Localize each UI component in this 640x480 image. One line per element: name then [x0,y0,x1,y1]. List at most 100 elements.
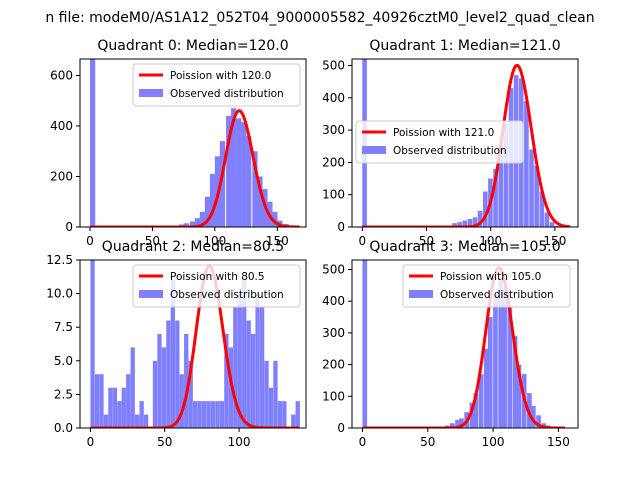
quadrant-1-histogram-bar [452,223,457,227]
quadrant-3-histogram-bar [530,405,536,428]
quadrant-0-histogram-bar [272,211,278,227]
quadrant-1-xtick-label: 50 [419,234,434,248]
quadrant-2-histogram-bar [259,307,265,428]
quadrant-1-legend-label-poisson: Poission with 121.0 [393,127,494,139]
quadrant-1-histogram-bar [529,149,534,227]
quadrant-1-histogram-bar [524,101,529,227]
quadrant-3-ytick-label: 200 [322,358,345,372]
quadrant-0-histogram-bar [194,218,201,227]
quadrant-3-ytick-label: 300 [322,326,345,340]
quadrant-0-legend-label-poisson: Poission with 120.0 [170,70,271,82]
quadrant-3-histogram-bar [459,418,464,428]
quadrant-1-histogram-bar [554,225,560,227]
quadrant-2-histogram-bar [197,401,202,428]
quadrant-2-axes-frame [79,259,307,429]
quadrant-3-axes-frame [351,259,579,429]
quadrant-2-histogram-bar [273,360,278,428]
quadrant-3-histogram-bar [449,423,455,428]
quadrant-2-histogram-bar [175,320,180,428]
quadrant-2-legend-label-poisson: Poission with 80.5 [170,271,265,283]
quadrant-2-title: Quadrant 2: Median=80.5 [102,239,284,255]
quadrant-1-ytick-label: 400 [322,91,345,105]
quadrant-2-histogram-bar [193,401,198,428]
quadrant-2-histogram-bar [94,374,100,428]
quadrant-3-legend-box [402,264,571,308]
quadrant-0-histogram-bar [246,136,252,227]
quadrant-0-title: Quadrant 0: Median=120.0 [97,38,288,54]
quadrant-1-legend-label-observed: Observed distribution [393,145,507,157]
quadrant-3-panel: 0 50 100 150 0 100 200 300 400 500 Quadrant 3: Med… [322,239,579,449]
quadrant-2-histogram-bar [103,414,109,428]
quadrant-2-histogram-bar [166,320,171,428]
quadrant-2-histogram-bar [121,387,126,428]
quadrant-1-xtick-label: 100 [479,234,502,248]
quadrant-0-histogram-bar [89,59,96,227]
quadrant-3-histogram-bar [455,420,460,428]
quadrant-0-histogram-bar [226,115,232,227]
quadrant-1-xtick-label: 0 [358,234,366,248]
quadrant-3-histogram-bar [498,279,504,428]
quadrant-2-histogram-bar [215,401,220,428]
quadrant-3-histogram-bar [516,364,522,428]
quadrant-2-histogram-bar [184,333,189,428]
quadrant-2-histogram-bar [108,387,113,428]
quadrant-1-ytick-label: 200 [322,155,345,169]
quadrant-2-legend-box [132,264,301,308]
quadrant-2-histogram-bar [277,401,283,428]
quadrant-2-histogram-bar [255,293,260,428]
quadrant-3-histogram-bar [473,393,479,428]
quadrant-2-histogram-bar [161,347,167,428]
quadrant-1-ytick-label: 0 [337,220,345,234]
quadrant-0-histogram-bar [231,108,237,227]
quadrant-2-xtick-label: 50 [157,435,172,449]
quadrant-2-legend-hist-swatch [139,290,163,298]
quadrant-2-ytick-label: 0.0 [54,421,73,435]
quadrant-2-histogram-bar [250,333,256,428]
quadrant-2-histogram-bar [112,387,118,428]
quadrant-1-histogram-bar [498,146,504,227]
quadrant-0-xtick-label: 0 [86,234,94,248]
quadrant-3-poisson-line [362,266,566,428]
quadrant-1-legend-box [355,120,524,164]
quadrant-0-ytick-label: 400 [50,119,73,133]
quadrant-3-ytick-label: 500 [322,263,345,277]
quadrant-3-xtick-label: 150 [547,435,570,449]
quadrant-2-histogram-bar [130,347,135,428]
quadrant-1-histogram-bar [549,222,555,227]
quadrant-2-histogram-bar [170,280,176,428]
quadrant-1-histogram-bar [472,217,478,227]
quadrant-2-histogram-bar [117,401,122,428]
quadrant-1-ytick-label: 500 [322,58,345,72]
quadrant-0-histogram-bar [183,223,189,227]
quadrant-1-histogram-bar [534,165,539,227]
quadrant-0-histogram-bar [204,196,211,227]
quadrant-2-histogram-bar [219,401,225,428]
quadrant-2-ytick-label: 10.0 [46,287,73,301]
quadrant-3-histogram-bar [512,336,518,428]
quadrant-2-histogram-bar [206,401,211,428]
quadrant-2-ytick-label: 12.5 [46,253,73,267]
quadrant-1-title: Quadrant 1: Median=121.0 [369,38,560,54]
quadrant-3-histogram-bar [536,415,541,428]
quadrant-2-histogram-bar [224,333,229,428]
quadrant-2-histogram-bar [233,307,238,428]
quadrant-2-histogram-bar [246,320,251,428]
quadrant-3-ytick-label: 100 [322,389,345,403]
quadrant-3-ytick-label: 400 [322,294,345,308]
quadrant-3-legend-label-poisson: Poission with 105.0 [440,271,541,283]
quadrant-2-histogram-bar [143,414,149,428]
quadrant-1-histogram-bar [539,191,545,227]
quadrant-0-legend-hist-swatch [139,89,163,97]
quadrant-1-ytick-label: 300 [322,123,345,137]
quadrant-2-histogram-bar [139,401,144,428]
quadrant-3-legend-hist-swatch [409,290,433,298]
quadrant-0-legend: Poission with 120.0 Observed distribution [132,63,301,107]
quadrant-0-xtick-label: 50 [145,234,160,248]
quadrant-1-histogram-bar [544,212,550,227]
quadrant-0-legend-box [132,63,301,107]
quadrant-3-legend: Poission with 105.0 Observed distribution [402,264,571,308]
quadrant-2-histogram-bar [242,280,247,428]
figure-suptitle: n file: modeM0/AS1A12_052T04_9000005582_… [45,10,594,26]
quadrant-2-histogram-bar [291,414,296,428]
